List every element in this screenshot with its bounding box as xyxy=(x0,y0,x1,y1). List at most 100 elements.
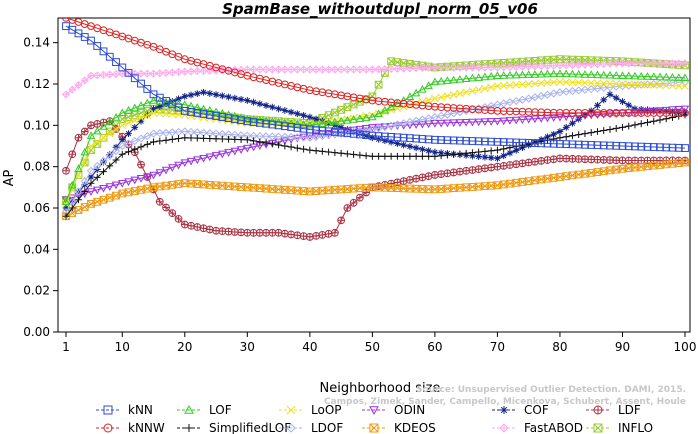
data-point-fastabod xyxy=(393,64,402,73)
data-point-knnw xyxy=(462,104,471,113)
data-point-cof xyxy=(193,90,201,98)
data-point-cof xyxy=(156,102,164,110)
data-point-knn xyxy=(124,68,133,77)
data-point-loop xyxy=(474,86,483,94)
data-point-simplifiedlof xyxy=(556,134,564,142)
data-point-fastabod xyxy=(493,63,502,72)
data-point-lof xyxy=(68,180,77,189)
data-point-knnw xyxy=(512,107,521,116)
data-point-knnw xyxy=(506,107,514,116)
data-point-cof xyxy=(256,100,264,108)
data-point-cof xyxy=(175,95,182,103)
data-point-odin xyxy=(418,120,427,129)
data-point-kdeos xyxy=(80,203,89,211)
data-point-lof xyxy=(661,72,671,81)
data-point-loop xyxy=(562,78,570,86)
data-point-loop xyxy=(681,82,689,90)
data-point-knn xyxy=(343,129,352,138)
data-point-loop xyxy=(181,111,189,119)
data-point-simplifiedlof xyxy=(131,145,139,153)
data-point-loop xyxy=(499,81,508,90)
data-point-knnw xyxy=(380,97,389,106)
data-point-knn xyxy=(581,140,589,149)
data-point-loop xyxy=(624,80,633,88)
data-point-odin xyxy=(586,111,596,120)
data-point-knn xyxy=(105,52,114,61)
data-point-simplifiedlof xyxy=(650,117,658,125)
data-point-knn xyxy=(130,74,139,83)
data-point-ldof xyxy=(562,87,571,96)
data-point-knn xyxy=(618,142,627,150)
data-point-odin xyxy=(205,153,215,162)
data-point-cof xyxy=(118,136,126,144)
data-point-ldf xyxy=(531,157,539,166)
data-point-cof xyxy=(237,95,245,103)
data-point-kdeos xyxy=(112,191,120,200)
data-point-lof xyxy=(518,70,527,79)
data-point-knn xyxy=(668,143,677,152)
data-point-kdeos xyxy=(155,182,164,191)
data-point-simplifiedlof xyxy=(425,152,433,160)
data-point-kdeos xyxy=(556,173,564,181)
data-point-ldof xyxy=(362,126,371,135)
data-point-kdeos xyxy=(118,189,127,198)
data-point-lof xyxy=(174,99,183,108)
data-point-knnw xyxy=(662,109,671,117)
data-point-simplifiedlof xyxy=(375,152,383,160)
data-point-ldf xyxy=(399,177,408,185)
y-tick-label: 0.14 xyxy=(23,36,50,50)
data-point-lof xyxy=(386,102,396,111)
data-point-loop xyxy=(656,81,664,89)
data-point-loop xyxy=(512,81,520,89)
data-point-kdeos xyxy=(105,193,114,202)
data-point-ldf xyxy=(524,158,533,167)
data-point-knnw xyxy=(581,109,589,117)
data-point-lof xyxy=(530,70,540,78)
data-point-fastabod xyxy=(368,65,377,74)
data-point-simplifiedlof xyxy=(125,148,132,156)
data-point-lof xyxy=(124,106,133,114)
data-point-lof xyxy=(574,69,583,78)
data-point-odin xyxy=(243,144,252,153)
data-point-simplifiedlof xyxy=(256,138,264,146)
data-point-knn xyxy=(218,113,227,121)
x-axis-label: Neighborhood size xyxy=(320,381,441,396)
data-point-loop xyxy=(606,79,614,88)
data-point-loop xyxy=(537,79,545,87)
data-point-simplifiedlof xyxy=(450,151,458,158)
data-point-knnw xyxy=(656,109,664,117)
data-point-inflo xyxy=(330,108,339,117)
data-point-loop xyxy=(437,93,445,101)
data-point-knn xyxy=(562,140,571,149)
data-point-lof xyxy=(668,72,677,81)
data-point-cof xyxy=(650,106,658,114)
data-point-lof xyxy=(193,103,202,111)
data-point-fastabod xyxy=(93,71,102,80)
data-point-knn xyxy=(274,121,283,130)
data-point-loop xyxy=(424,96,433,104)
data-point-lof xyxy=(680,73,690,82)
x-tick-label: 20 xyxy=(177,340,192,354)
data-point-loop xyxy=(131,116,139,125)
data-point-fastabod xyxy=(605,59,615,68)
data-point-odin xyxy=(486,118,496,126)
data-point-knn xyxy=(599,141,608,150)
data-point-lof xyxy=(618,71,627,79)
data-point-odin xyxy=(236,146,246,154)
data-point-knnw xyxy=(437,103,446,112)
data-point-simplifiedlof xyxy=(275,141,282,149)
data-point-ldof xyxy=(599,83,608,93)
legend-label-simplifiedlof: SimplifiedLOF xyxy=(209,421,291,434)
data-point-knn xyxy=(681,144,689,152)
data-point-cof xyxy=(168,97,176,105)
data-point-fastabod xyxy=(186,67,196,76)
data-point-odin xyxy=(86,188,96,196)
data-point-lof xyxy=(605,70,615,79)
data-point-loop xyxy=(112,125,120,134)
data-point-cof xyxy=(293,110,301,118)
data-point-simplifiedlof xyxy=(612,125,620,132)
data-point-simplifiedlof xyxy=(268,140,276,148)
legend-marker-odin xyxy=(369,406,379,416)
data-point-odin xyxy=(505,117,515,125)
data-point-knn xyxy=(368,131,377,140)
